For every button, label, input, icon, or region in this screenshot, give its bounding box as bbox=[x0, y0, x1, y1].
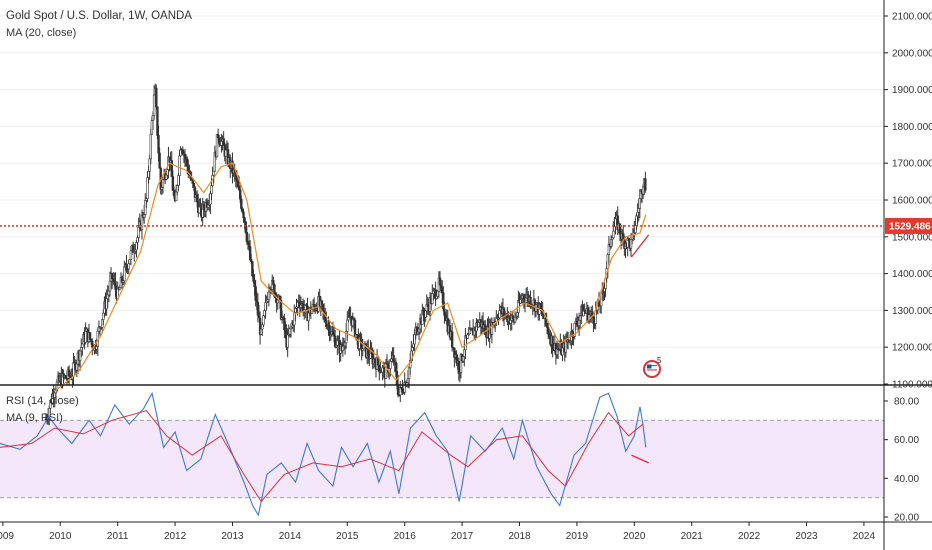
time-tick-label: 2017 bbox=[451, 531, 474, 542]
rsi-ma-line bbox=[0, 410, 644, 503]
rsi-tick-label: 40.00 bbox=[894, 474, 919, 485]
rsi-tick-label: 80.00 bbox=[894, 397, 919, 408]
rsi-band-lines bbox=[0, 419, 884, 499]
time-tick-label: 2020 bbox=[623, 531, 646, 542]
main-gridlines bbox=[0, 15, 884, 348]
price-tick-label: 1900.000 bbox=[892, 85, 932, 96]
rsi-trendline[interactable] bbox=[631, 454, 649, 464]
price-trendline[interactable] bbox=[630, 234, 650, 258]
time-tick-label: 2009 bbox=[0, 531, 14, 542]
price-tick-label: 1700.000 bbox=[892, 159, 932, 170]
price-tick-label: 1400.000 bbox=[892, 269, 932, 280]
time-tick-label: 2024 bbox=[853, 531, 876, 542]
price-tick-label: 1500.000 bbox=[892, 232, 932, 243]
rsi-legend: RSI (14, close) MA (9, RSI) bbox=[6, 393, 79, 427]
time-tick-label: 2021 bbox=[681, 531, 704, 542]
price-tick-label: 2100.000 bbox=[892, 12, 932, 23]
time-tick-label: 2011 bbox=[107, 531, 129, 542]
us-flag-event-icon[interactable]: 5 bbox=[643, 356, 662, 378]
price-tick-label: 2000.000 bbox=[892, 48, 932, 59]
candle-459 bbox=[551, 335, 554, 358]
time-tick-label: 2023 bbox=[795, 531, 818, 542]
price-tick-label: 1200.000 bbox=[892, 343, 932, 354]
ma-20-line bbox=[54, 162, 647, 392]
time-tick-label: 2010 bbox=[49, 531, 72, 542]
time-tick-label: 2014 bbox=[279, 531, 302, 542]
time-tick-label: 2019 bbox=[566, 531, 589, 542]
time-axis[interactable]: 2009 2010 2011 2012 2013 2014 2015 2016 2017 2018… bbox=[0, 522, 875, 542]
price-tick-label: 1300.000 bbox=[892, 306, 932, 317]
time-tick-label: 2013 bbox=[221, 531, 244, 542]
rsi-axis[interactable]: 20.00 40.00 60.00 80.00 bbox=[884, 397, 919, 524]
chart-title[interactable]: Gold Spot / U.S. Dollar, 1W, OANDA bbox=[6, 10, 192, 22]
time-tick-label: 2022 bbox=[738, 531, 761, 542]
rsi-tick-label: 20.00 bbox=[894, 513, 919, 524]
price-tick-label: 1800.000 bbox=[892, 122, 932, 133]
candle-36 bbox=[84, 322, 87, 345]
time-tick-label: 2012 bbox=[164, 531, 187, 542]
ma-legend[interactable]: MA (20, close) bbox=[6, 27, 77, 39]
last-price-value: 1529.486 bbox=[889, 221, 931, 232]
price-tick-label: 1600.000 bbox=[892, 196, 932, 207]
price-tick-label: 1100.000 bbox=[892, 380, 932, 391]
price-axis[interactable]: 1100.000 1200.000 1300.000 1400.000 1500.000… bbox=[884, 12, 932, 391]
time-tick-label: 2018 bbox=[508, 531, 531, 542]
rsi-line bbox=[0, 391, 647, 517]
candle-543 bbox=[644, 171, 647, 193]
candle-100 bbox=[155, 84, 158, 110]
time-tick-label: 2015 bbox=[336, 531, 359, 542]
rsi-title[interactable]: RSI (14, close) bbox=[6, 395, 79, 407]
svg-text:5: 5 bbox=[657, 356, 662, 365]
price-candles bbox=[44, 83, 647, 426]
last-price-label: 1529.486 bbox=[885, 217, 932, 234]
main-legend: Gold Spot / U.S. Dollar, 1W, OANDA MA (2… bbox=[6, 8, 192, 42]
rsi-band bbox=[0, 420, 884, 498]
rsi-ma-legend[interactable]: MA (9, RSI) bbox=[6, 412, 63, 424]
rsi-tick-label: 60.00 bbox=[894, 435, 919, 446]
time-tick-label: 2016 bbox=[394, 531, 417, 542]
